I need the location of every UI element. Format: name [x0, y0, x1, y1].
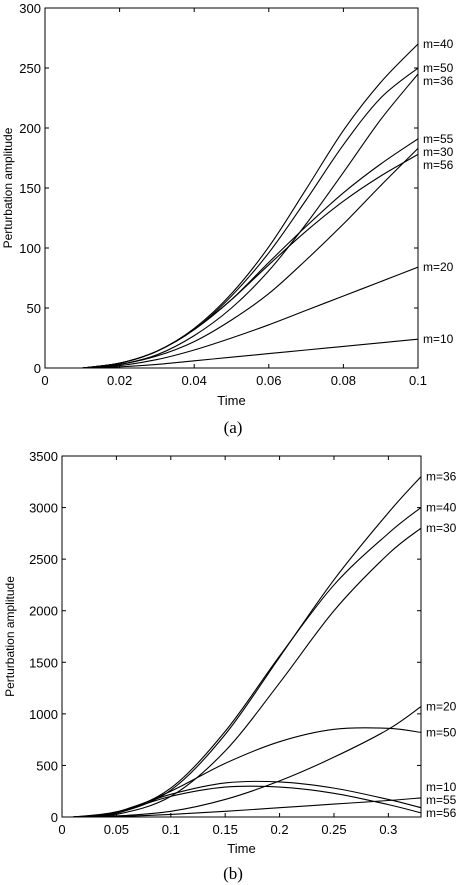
- x-tick-label: 0.1: [162, 822, 180, 837]
- series-line-m-10: [82, 338, 418, 368]
- series-label: m=56: [426, 806, 457, 820]
- x-tick: 0.15: [213, 456, 238, 837]
- x-axis-label: Time: [227, 841, 255, 856]
- y-tick-label: 300: [19, 1, 41, 16]
- series-label: m=10: [426, 780, 457, 794]
- x-tick: 0.1: [162, 456, 180, 837]
- y-tick: 2000: [29, 604, 421, 619]
- x-tick: 0.1: [409, 8, 427, 388]
- y-tick-label: 2500: [29, 552, 58, 567]
- x-tick-label: 0.2: [271, 822, 289, 837]
- y-tick-label: 1500: [29, 655, 58, 670]
- series-line-m-20: [72, 706, 421, 817]
- y-tick-label: 2000: [29, 604, 58, 619]
- y-tick: 500: [36, 758, 421, 773]
- x-tick-label: 0: [41, 373, 48, 388]
- x-axis-label: Time: [217, 393, 245, 408]
- series-label: m=36: [426, 470, 457, 484]
- series-line-m-56: [72, 785, 421, 817]
- y-tick-label: 500: [36, 758, 58, 773]
- series-label: m=56: [423, 158, 454, 172]
- y-tick-label: 3000: [29, 501, 58, 516]
- y-tick-label: 200: [19, 121, 41, 136]
- x-tick: 0: [58, 456, 66, 837]
- x-tick: 0.2: [271, 456, 289, 837]
- y-tick: 100: [19, 241, 418, 256]
- series-label: m=20: [426, 700, 457, 714]
- x-tick-label: 0.1: [409, 373, 427, 388]
- series-line-m-55: [72, 780, 421, 817]
- x-tick: 0.25: [321, 456, 347, 837]
- y-tick: 1000: [29, 707, 421, 722]
- series-line-m-40: [82, 43, 418, 368]
- x-tick: 0.05: [104, 456, 129, 837]
- chart-a: 0 0.02 0.04 0.06 0.08 0.1 0 50 100 150 200 250 300 Ti…: [1, 1, 454, 437]
- plot-frame: [61, 455, 422, 818]
- y-tick-label: 50: [27, 301, 41, 316]
- chart-b: 0 0.05 0.1 0.15 0.2 0.25 0.3 0 500 1000 1500 2000 25…: [3, 449, 457, 883]
- x-tick-label: 0.02: [107, 373, 132, 388]
- y-tick: 300: [19, 1, 418, 16]
- y-tick: 1500: [29, 655, 421, 670]
- x-tick-label: 0.06: [256, 373, 281, 388]
- x-tick: 0.3: [379, 456, 397, 837]
- series-line-m-36: [82, 73, 418, 368]
- figure-caption: (b): [223, 864, 243, 883]
- x-tick-label: 0: [58, 822, 65, 837]
- series-line-m-10: [72, 797, 421, 817]
- x-tick-label: 0.25: [321, 822, 346, 837]
- y-axis-label: Perturbation amplitude: [1, 127, 15, 248]
- y-tick: 200: [19, 121, 418, 136]
- y-tick-label: 100: [19, 241, 41, 256]
- y-tick: 0: [34, 361, 418, 376]
- x-tick-label: 0.15: [213, 822, 238, 837]
- x-tick: 0.04: [182, 8, 207, 388]
- figure-caption: (a): [224, 418, 243, 437]
- series-line-m-50: [82, 67, 418, 368]
- y-tick: 0: [51, 810, 421, 825]
- y-tick: 50: [27, 301, 418, 316]
- y-tick: 150: [19, 181, 418, 196]
- x-tick: 0.06: [256, 8, 281, 388]
- y-tick: 3000: [29, 501, 421, 516]
- x-tick-label: 0.04: [182, 373, 207, 388]
- x-tick-label: 0.05: [104, 822, 129, 837]
- x-tick-label: 0.3: [379, 822, 397, 837]
- series-label: m=20: [423, 260, 454, 274]
- series-label: m=55: [423, 132, 454, 146]
- series-label: m=50: [426, 725, 457, 739]
- y-tick: 250: [19, 61, 418, 76]
- series-line-m-50: [72, 727, 421, 817]
- series-label: m=40: [426, 501, 457, 515]
- y-tick: 3500: [29, 449, 421, 464]
- x-tick: 0: [41, 8, 49, 388]
- series-line-m-55: [82, 138, 418, 368]
- series-label: m=50: [423, 61, 454, 75]
- x-tick-label: 0.08: [331, 373, 356, 388]
- x-tick: 0.08: [331, 8, 356, 388]
- y-axis-label: Perturbation amplitude: [3, 576, 17, 697]
- y-tick-label: 250: [19, 61, 41, 76]
- series-line-m-30: [82, 148, 418, 368]
- y-tick-label: 1000: [29, 707, 58, 722]
- series-line-m-56: [82, 153, 418, 368]
- y-tick-label: 0: [34, 361, 41, 376]
- series-label: m=40: [423, 37, 454, 51]
- x-tick: 0.02: [107, 8, 132, 388]
- series-label: m=36: [423, 74, 454, 88]
- y-tick-label: 0: [51, 810, 58, 825]
- series-label: m=30: [426, 521, 457, 535]
- series-line-m-36: [72, 476, 421, 817]
- y-tick: 2500: [29, 552, 421, 567]
- series-label: m=55: [426, 793, 457, 807]
- series-line-m-40: [72, 507, 421, 817]
- series-line-m-30: [72, 527, 421, 817]
- series-label: m=10: [423, 332, 454, 346]
- series-line-m-20: [82, 266, 418, 368]
- y-tick-label: 3500: [29, 449, 58, 464]
- series-label: m=30: [423, 145, 454, 159]
- y-tick-label: 150: [19, 181, 41, 196]
